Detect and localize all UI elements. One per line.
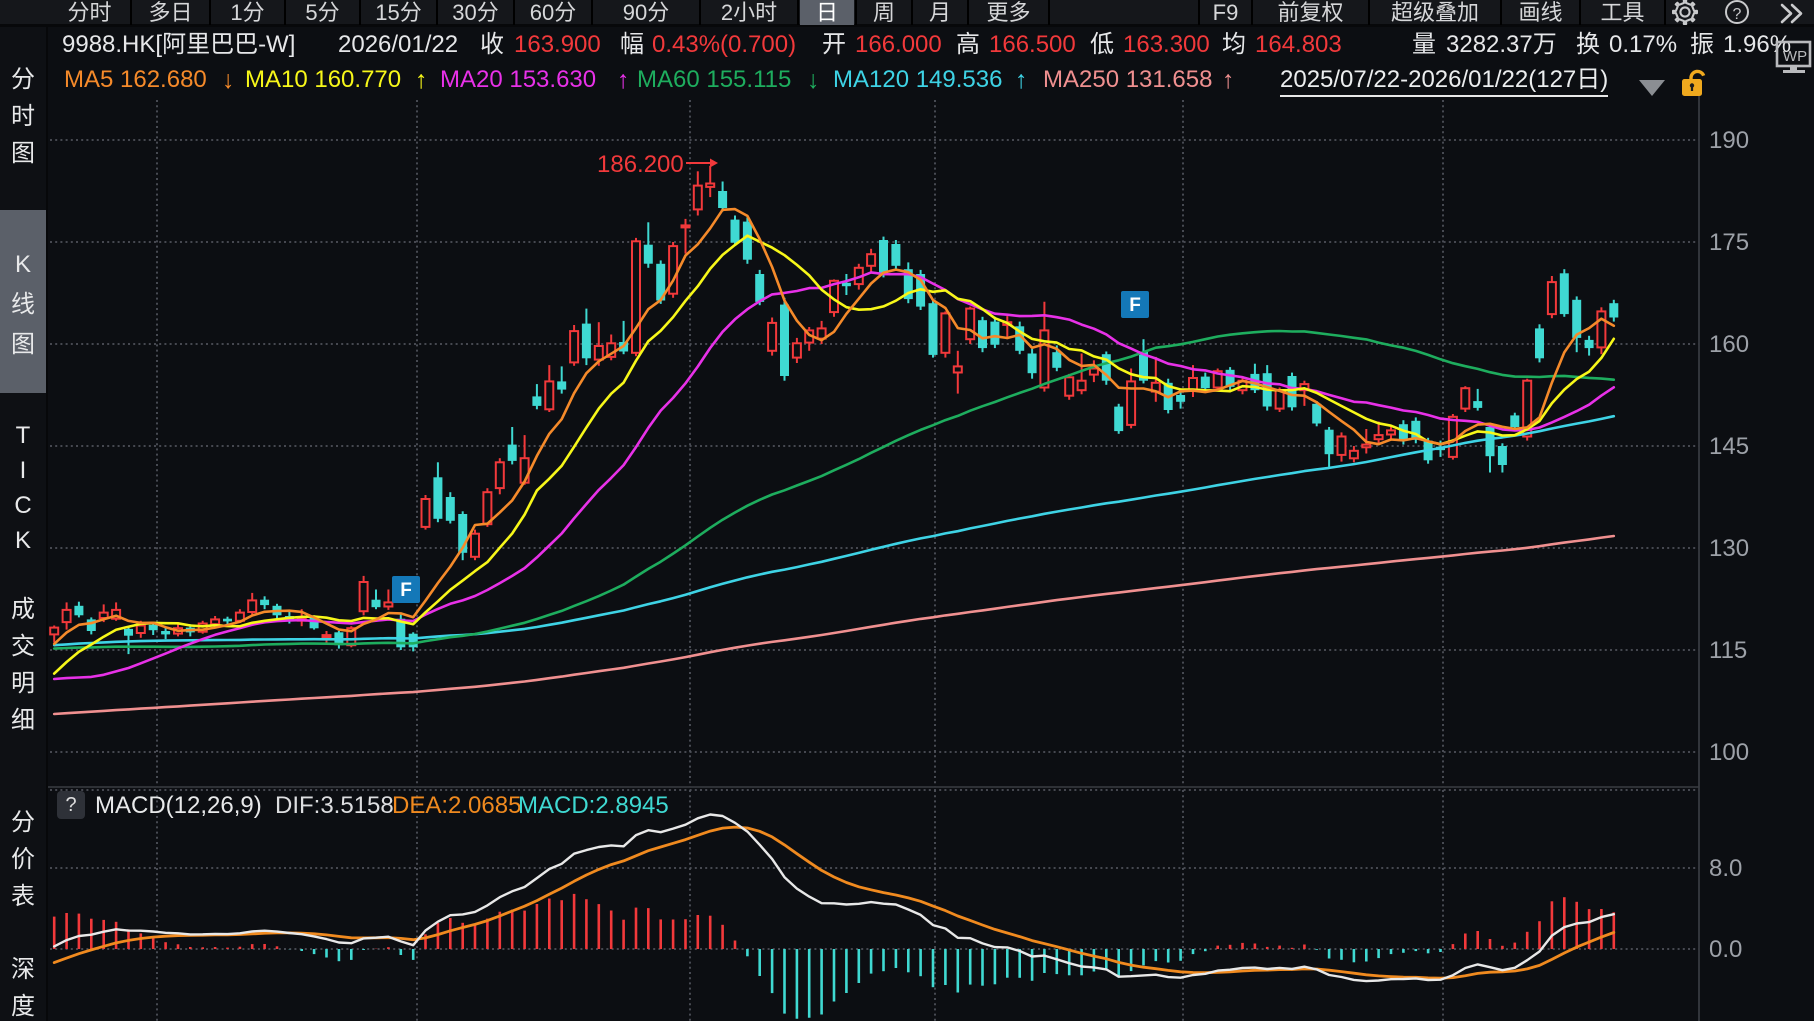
svg-text:186.200: 186.200 bbox=[597, 151, 684, 178]
svg-text:F: F bbox=[1129, 295, 1141, 316]
svg-text:F: F bbox=[400, 580, 412, 601]
svg-text:?: ? bbox=[1733, 6, 1742, 23]
svg-text:WP: WP bbox=[1783, 48, 1807, 65]
